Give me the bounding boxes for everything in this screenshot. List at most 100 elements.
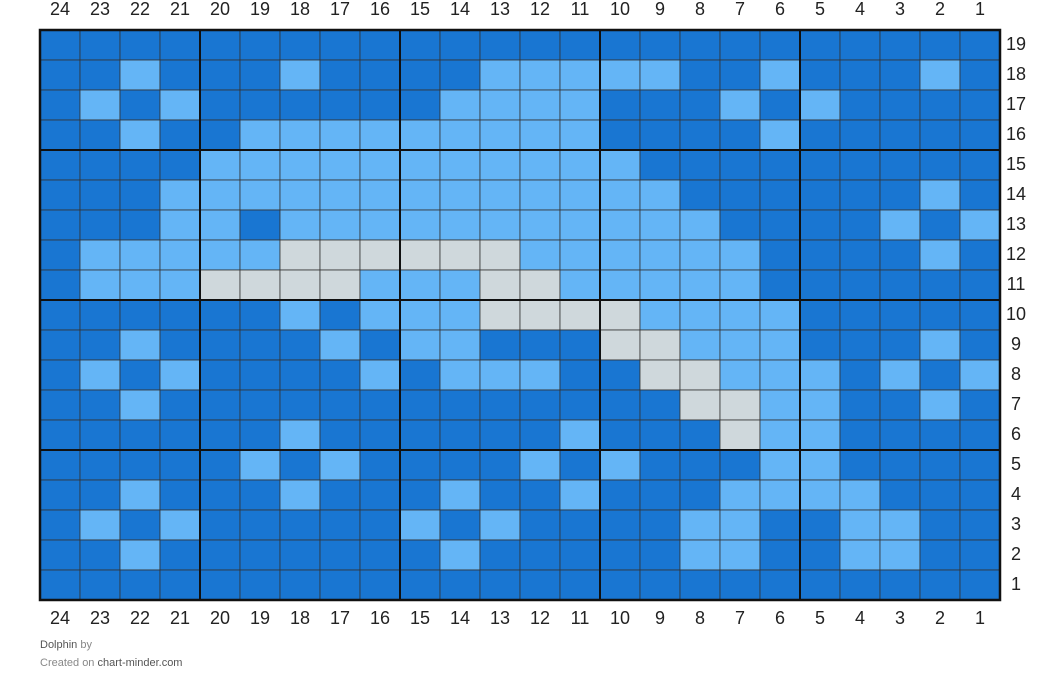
cell bbox=[119, 89, 161, 121]
row-label: 1 bbox=[1011, 574, 1021, 594]
column-label: 17 bbox=[330, 608, 350, 628]
cell bbox=[879, 29, 921, 61]
cell bbox=[319, 329, 361, 361]
cell bbox=[399, 359, 441, 391]
cell bbox=[399, 509, 441, 541]
cell bbox=[239, 539, 281, 571]
cell bbox=[559, 179, 601, 211]
cell bbox=[199, 569, 241, 601]
cell bbox=[159, 299, 201, 331]
cell bbox=[439, 29, 481, 61]
column-label: 10 bbox=[610, 0, 630, 19]
cell bbox=[479, 119, 521, 151]
cell bbox=[759, 269, 801, 301]
cell bbox=[839, 269, 881, 301]
cell bbox=[199, 539, 241, 571]
cell bbox=[639, 419, 681, 451]
cell bbox=[919, 119, 961, 151]
cell bbox=[679, 389, 721, 421]
cell bbox=[559, 569, 601, 601]
row-label: 2 bbox=[1011, 544, 1021, 564]
cell bbox=[519, 539, 561, 571]
row-label: 12 bbox=[1006, 244, 1026, 264]
grid-border bbox=[38, 28, 1002, 602]
cell bbox=[559, 299, 601, 331]
cell bbox=[959, 29, 1001, 61]
cell bbox=[519, 569, 561, 601]
cell bbox=[199, 419, 241, 451]
column-label: 10 bbox=[610, 608, 630, 628]
cell bbox=[639, 239, 681, 271]
cell bbox=[479, 479, 521, 511]
cell bbox=[879, 449, 921, 481]
cell bbox=[399, 269, 441, 301]
cell bbox=[519, 389, 561, 421]
cell bbox=[599, 419, 641, 451]
cell bbox=[399, 329, 441, 361]
column-label: 1 bbox=[975, 0, 985, 19]
site-link[interactable]: chart-minder.com bbox=[97, 657, 183, 669]
cell bbox=[319, 179, 361, 211]
cell bbox=[839, 539, 881, 571]
cell bbox=[39, 179, 81, 211]
cell bbox=[839, 59, 881, 91]
cell bbox=[919, 209, 961, 241]
column-label: 21 bbox=[170, 0, 190, 19]
cell bbox=[959, 479, 1001, 511]
cell bbox=[839, 569, 881, 601]
cell bbox=[79, 239, 121, 271]
cell bbox=[439, 419, 481, 451]
cell bbox=[879, 119, 921, 151]
column-label: 11 bbox=[571, 608, 590, 628]
cell bbox=[279, 179, 321, 211]
cell bbox=[719, 59, 761, 91]
cell bbox=[599, 569, 641, 601]
cell bbox=[239, 419, 281, 451]
cell bbox=[839, 509, 881, 541]
cell bbox=[279, 119, 321, 151]
column-label: 13 bbox=[490, 0, 510, 19]
cell bbox=[759, 509, 801, 541]
cell bbox=[39, 509, 81, 541]
cell bbox=[159, 479, 201, 511]
cell bbox=[599, 209, 641, 241]
cell bbox=[919, 419, 961, 451]
cell bbox=[639, 299, 681, 331]
cell bbox=[319, 359, 361, 391]
column-label: 11 bbox=[571, 0, 590, 19]
column-label: 7 bbox=[735, 608, 745, 628]
column-label: 14 bbox=[450, 608, 470, 628]
cell bbox=[359, 569, 401, 601]
cell bbox=[439, 299, 481, 331]
cell bbox=[959, 299, 1001, 331]
cell bbox=[239, 149, 281, 181]
cell bbox=[439, 389, 481, 421]
cell bbox=[119, 359, 161, 391]
cell bbox=[679, 299, 721, 331]
cell bbox=[439, 479, 481, 511]
column-label: 2 bbox=[935, 608, 945, 628]
cell bbox=[519, 299, 561, 331]
cell bbox=[479, 269, 521, 301]
cell bbox=[119, 269, 161, 301]
cell bbox=[719, 89, 761, 121]
cell bbox=[799, 539, 841, 571]
cell bbox=[479, 569, 521, 601]
cell bbox=[559, 449, 601, 481]
cell bbox=[239, 569, 281, 601]
cell bbox=[559, 389, 601, 421]
cell bbox=[199, 389, 241, 421]
cell bbox=[639, 29, 681, 61]
column-label: 24 bbox=[50, 0, 70, 19]
cell bbox=[199, 29, 241, 61]
cell bbox=[559, 149, 601, 181]
cell bbox=[919, 59, 961, 91]
cell bbox=[919, 569, 961, 601]
cell bbox=[599, 29, 641, 61]
cell bbox=[839, 359, 881, 391]
cell bbox=[839, 119, 881, 151]
cell bbox=[959, 359, 1001, 391]
cell bbox=[759, 449, 801, 481]
cell bbox=[79, 449, 121, 481]
cell bbox=[919, 509, 961, 541]
